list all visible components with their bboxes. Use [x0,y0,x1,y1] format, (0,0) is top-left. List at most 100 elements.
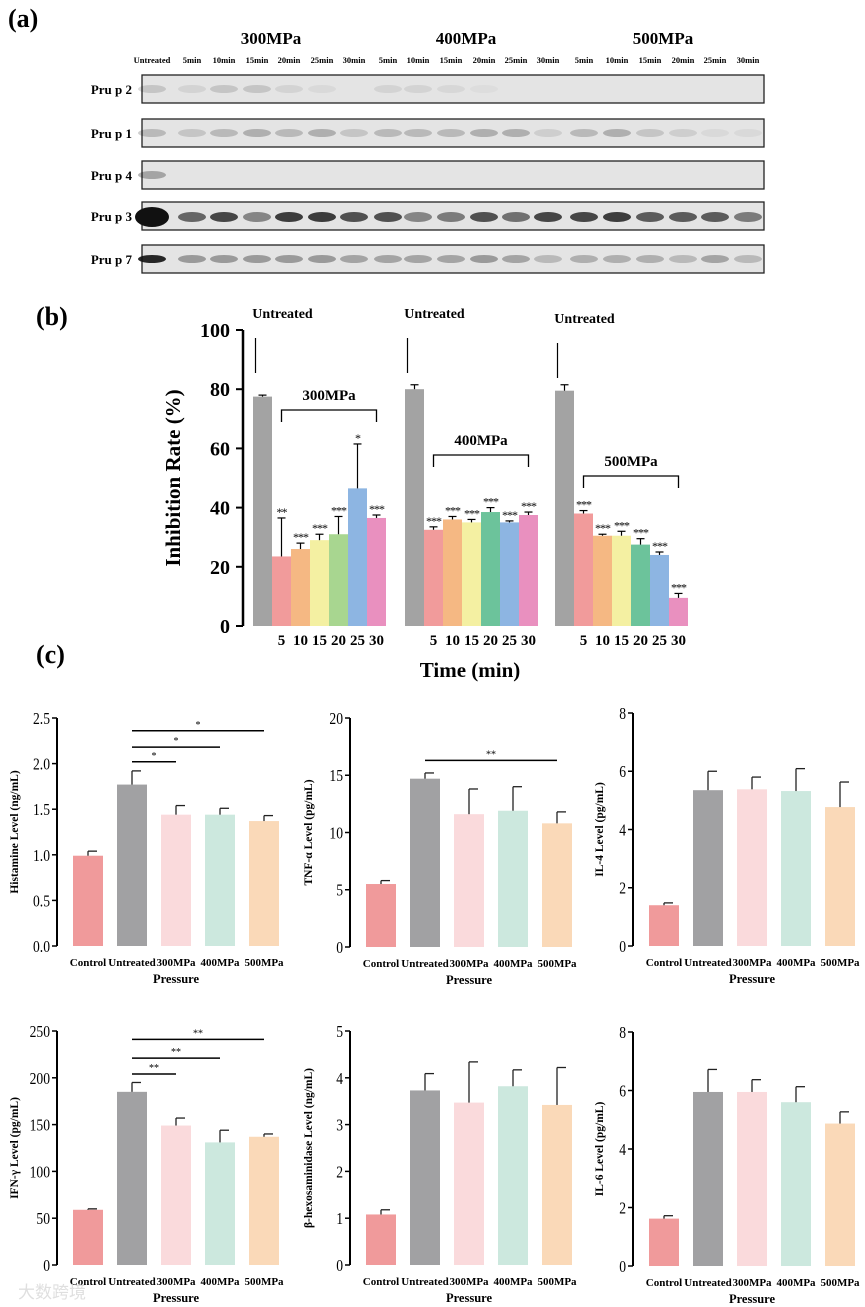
bar [737,789,767,946]
x-tick-label: 5 [278,633,286,649]
bar [410,778,440,947]
lane-label: 10min [606,55,629,65]
y-tick-label: 0 [619,938,626,957]
bar [454,1102,484,1265]
untreated-label: Untreated [404,307,465,322]
y-axis-label: IL-6 Level (pg/mL) [594,1102,606,1197]
significance-marker: * [174,736,179,747]
blot-row-label: Pru p 7 [91,252,133,267]
blot-band [404,212,432,222]
x-tick-label: Untreated [684,957,731,969]
y-axis-label: IL-4 Level (pg/mL) [594,782,606,877]
blot-band [275,129,303,137]
x-tick-label: 10 [445,633,460,649]
bar [291,549,310,626]
bar [542,1104,572,1265]
panel-label-c: (c) [36,640,65,669]
blot-band [138,85,166,93]
blot-band [275,212,303,222]
lane-label: 30min [343,55,366,65]
blot-band [502,255,530,263]
lane-label: 30min [737,55,760,65]
significance-marker: *** [464,506,480,520]
blot-strip [141,244,765,274]
lane-label: 15min [246,55,269,65]
blot-band [437,255,465,263]
blot-strip [141,118,765,148]
bar [73,1209,103,1265]
blot-band [374,255,402,263]
untreated-label: Untreated [554,312,615,327]
bar [161,1125,191,1265]
watermark: 大数跨境 [18,1283,86,1302]
blot-band [340,129,368,137]
blot-band [308,85,336,93]
y-tick-label: 6 [619,1082,626,1101]
significance-marker: *** [293,530,309,544]
blot-band [603,212,631,222]
bar [781,1102,811,1266]
blot-band [669,129,697,137]
bar [781,791,811,946]
y-tick-label: 15 [329,767,343,786]
x-tick-label: Untreated [401,1276,448,1288]
blot-group-title: 500MPa [633,29,694,48]
y-tick-label: 1.5 [33,801,50,820]
x-tick-label: Untreated [108,1276,155,1288]
cytokine-charts: 0.0 0.5 1.0 1.5 2.0 2.5 Histamine Level (ng/mL… [9,705,860,1306]
blot-band [243,129,271,137]
x-tick-label: Control [646,1277,682,1289]
x-tick-label: 500MPa [820,1277,860,1289]
x-axis-label: Time (min) [420,658,521,682]
x-tick-label: 500MPa [244,1276,284,1288]
blot-row-label: Pru p 1 [91,126,132,141]
bar [737,1091,767,1266]
y-tick-label: 250 [30,1023,51,1042]
blot-band [243,212,271,222]
y-tick-label: 200 [30,1069,51,1088]
bar [366,1214,396,1265]
x-axis-label: Pressure [729,972,776,986]
blot-row-label: Pru p 4 [91,168,133,183]
y-tick-label: 2 [619,879,626,898]
significance-marker: *** [483,495,499,509]
bar [500,522,519,626]
x-tick-label: 20 [331,633,346,649]
x-tick-label: 500MPa [244,957,284,969]
x-tick-label: Control [646,957,682,969]
blot-band [178,255,206,263]
bar [825,807,855,946]
x-tick-label: 400MPa [200,957,240,969]
significance-marker: ** [193,1028,203,1039]
x-tick-label: 500MPa [537,958,577,970]
y-tick-label: 2.0 [33,755,50,774]
x-tick-label: 10 [595,633,610,649]
lane-label: 20min [278,55,301,65]
y-tick-label: 0 [336,1257,343,1276]
bar [481,512,500,626]
western-blot: 300MPa 400MPa 500MPa Untreated 5min 10min 15mi… [91,29,765,274]
significance-marker: ** [149,1063,159,1074]
x-tick-label: 300MPa [732,1277,772,1289]
group-label: 300MPa [302,388,356,404]
chart-histamine: 0.0 0.5 1.0 1.5 2.0 2.5 Histamine Level (ng/mL… [9,710,284,986]
bar [454,814,484,947]
x-tick-label: 25 [350,633,365,649]
blot-band [470,129,498,137]
y-axis-label: IFN-γ Level (pg/mL) [9,1097,21,1199]
x-tick-label: 30 [369,633,384,649]
blot-band [275,85,303,93]
blot-band [374,129,402,137]
lane-label: 25min [704,55,727,65]
y-tick-label: 0 [336,939,343,958]
x-tick-label: Untreated [684,1277,731,1289]
x-tick-label: 25 [502,633,517,649]
blot-band [178,85,206,93]
blot-band [734,212,762,222]
x-tick-label: Control [70,1276,106,1288]
significance-marker: *** [312,521,328,535]
x-tick-label: Control [363,958,399,970]
blot-band [570,255,598,263]
y-tick-label: 5 [336,1023,343,1042]
